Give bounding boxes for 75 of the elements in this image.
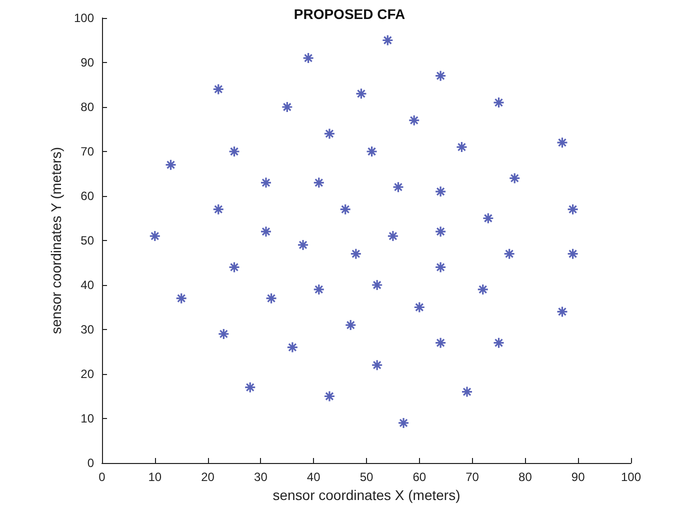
point [324, 128, 336, 140]
y-tick-label: 10 [80, 412, 94, 426]
point [244, 382, 256, 394]
y-tick-label: 0 [87, 456, 94, 470]
point [149, 230, 161, 242]
x-tick-label: 50 [360, 470, 374, 484]
point [371, 279, 383, 291]
point [398, 417, 410, 429]
point [366, 146, 378, 158]
point [212, 204, 224, 216]
point [508, 172, 520, 184]
point [456, 141, 468, 153]
y-axis-title: sensor coordinates Y (meters) [48, 146, 64, 334]
x-tick-label: 30 [254, 470, 268, 484]
point [371, 359, 383, 371]
point [434, 70, 446, 82]
point [492, 96, 505, 108]
x-tick-label: 100 [620, 470, 642, 484]
point [387, 230, 399, 242]
point [434, 226, 446, 238]
y-tick-label: 90 [80, 56, 94, 70]
point [414, 301, 426, 314]
x-tick-label: 70 [466, 470, 480, 484]
point [218, 328, 230, 340]
point [350, 248, 362, 260]
point [461, 386, 473, 398]
chart-title: PROPOSED CFA [294, 6, 406, 22]
point [344, 319, 356, 331]
x-tick-label: 20 [201, 470, 215, 484]
point [228, 261, 240, 273]
point [176, 292, 188, 304]
y-tick-label: 70 [80, 144, 94, 158]
point [492, 337, 505, 349]
x-tick-label: 0 [98, 470, 106, 484]
point [281, 101, 293, 113]
point [302, 52, 314, 64]
x-tick-label: 10 [148, 470, 162, 484]
y-tick-label: 30 [80, 322, 94, 336]
point [392, 181, 404, 193]
point [297, 239, 309, 251]
point [228, 146, 240, 158]
point [340, 204, 352, 216]
point [434, 261, 446, 273]
point [567, 248, 579, 260]
point [164, 159, 177, 171]
y-tick-label: 20 [80, 367, 94, 381]
x-tick-label: 80 [518, 470, 532, 484]
point [260, 226, 272, 238]
x-tick-label: 40 [306, 470, 321, 484]
point [556, 136, 568, 148]
point [324, 390, 336, 402]
y-tick-label: 40 [80, 278, 94, 292]
point [408, 114, 420, 126]
point [212, 83, 224, 95]
point [355, 88, 368, 100]
point [313, 284, 325, 296]
point [556, 306, 568, 318]
point [434, 337, 446, 349]
y-tick-label: 50 [80, 234, 94, 248]
y-tick-label: 60 [80, 189, 94, 203]
point [260, 176, 272, 188]
point [477, 284, 489, 296]
point [482, 212, 494, 224]
point [504, 248, 516, 260]
point [265, 292, 278, 304]
y-tick-label: 100 [74, 11, 94, 25]
x-tick-label: 60 [412, 470, 426, 484]
point [286, 342, 298, 354]
y-tick-label: 80 [80, 100, 94, 114]
x-tick-label: 90 [571, 470, 586, 484]
point [382, 34, 394, 46]
point [434, 186, 446, 198]
point [567, 204, 579, 216]
point [313, 176, 325, 188]
x-axis-title: sensor coordinates X (meters) [272, 486, 460, 503]
